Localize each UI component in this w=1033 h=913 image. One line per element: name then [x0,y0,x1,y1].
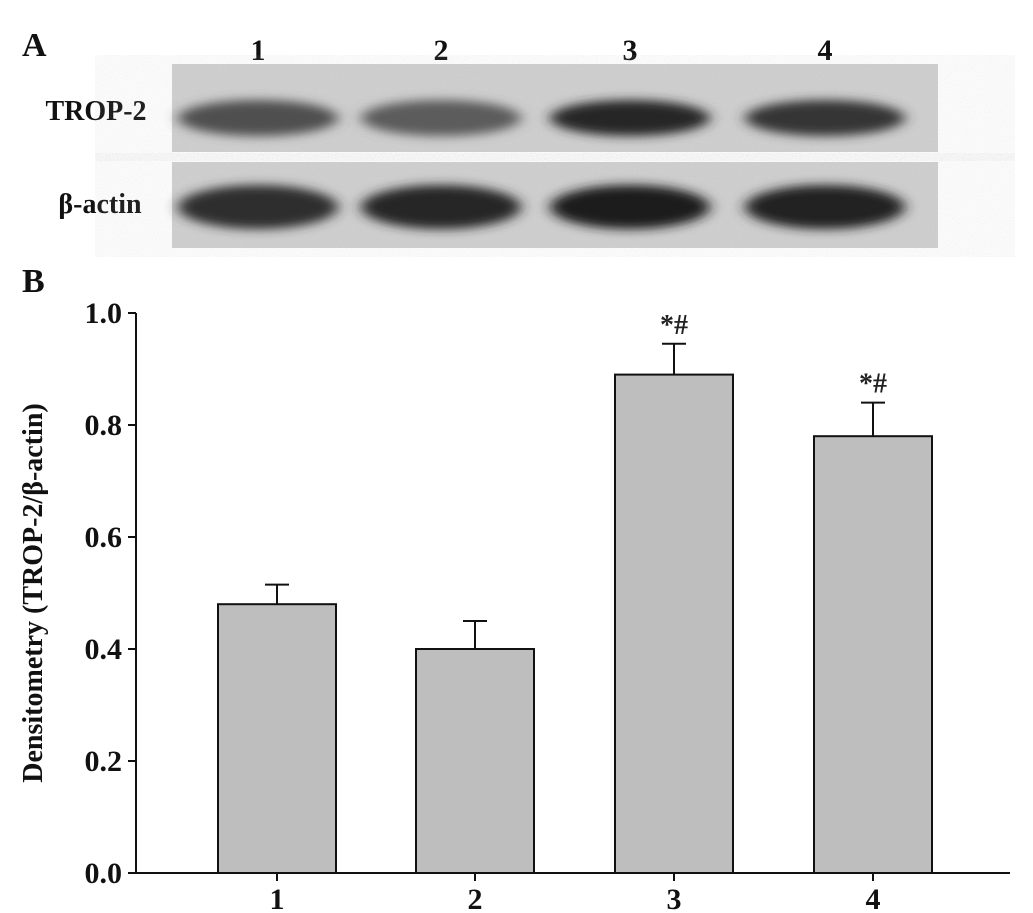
blot-band [178,185,338,229]
blot-band [550,100,710,136]
blot-row-label: TROP-2 [45,96,146,127]
blot-band [550,185,710,229]
western-blot: TROP-2 β-actin [45,64,938,248]
x-tick-label: 1 [270,883,285,913]
bar [217,603,337,874]
blot-band [361,100,521,136]
significance-annotation: *# [660,310,688,341]
x-tick-label: 4 [866,883,881,913]
blot-band [178,100,338,136]
x-tick-label: 2 [468,883,483,913]
x-tick-label: 3 [667,883,682,913]
blot-row-label: β-actin [58,189,142,220]
y-tick-label: 0.4 [85,633,123,666]
blot-lane-label: 3 [623,34,638,67]
bar [813,435,933,874]
blot-band [745,100,905,136]
blot-lane-label: 4 [818,34,833,67]
blot-lane-label: 1 [251,34,266,67]
y-tick-label: 0.0 [85,857,123,890]
blot-band [745,185,905,229]
y-tick-label: 1.0 [85,297,123,330]
y-tick-label: 0.2 [85,745,123,778]
significance-annotation: *# [859,369,887,400]
blot-lane-label: 2 [434,34,449,67]
panel-a-label: A [22,27,47,64]
blot-lane-labels: 1 2 3 4 [251,34,833,67]
bar [614,373,734,874]
bar-chart: 0.0 0.2 0.4 0.6 0.8 1.0 1 2 3 *# 4 *# [85,297,1010,913]
panel-b-label: B [22,263,45,300]
blot-band [361,185,521,229]
y-tick-label: 0.6 [85,521,123,554]
bar [415,648,535,874]
y-axis-title: Densitometry (TROP-2/β-actin) [18,403,49,782]
y-tick-label: 0.8 [85,409,123,442]
